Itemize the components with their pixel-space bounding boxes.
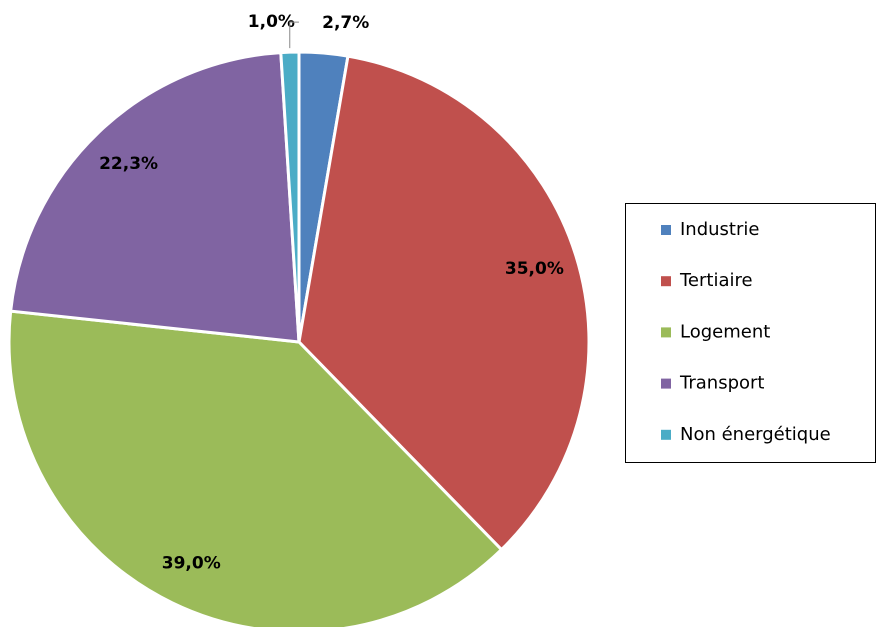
legend-swatch (661, 276, 671, 287)
pie-slice (9, 50, 301, 344)
pie-slice (297, 54, 591, 552)
pie-slice (7, 309, 504, 627)
legend-swatch (661, 429, 671, 440)
legend-label: Transport (679, 373, 764, 394)
legend-swatch (661, 327, 671, 338)
legend-label: Industrie (680, 219, 759, 240)
legend-label: Tertiaire (679, 270, 753, 291)
data-label: 39,0% (162, 554, 221, 574)
data-label: 2,7% (322, 13, 369, 33)
legend-swatch (661, 225, 671, 235)
legend-label: Logement (680, 321, 770, 342)
pie-slice (279, 50, 301, 343)
leader-line (289, 21, 299, 49)
legend-swatch (661, 378, 671, 389)
data-label: 22,3% (99, 154, 158, 174)
legend-label: Non énergétique (680, 424, 831, 445)
data-label: 1,0% (248, 12, 295, 32)
data-label: 35,0% (505, 259, 564, 279)
